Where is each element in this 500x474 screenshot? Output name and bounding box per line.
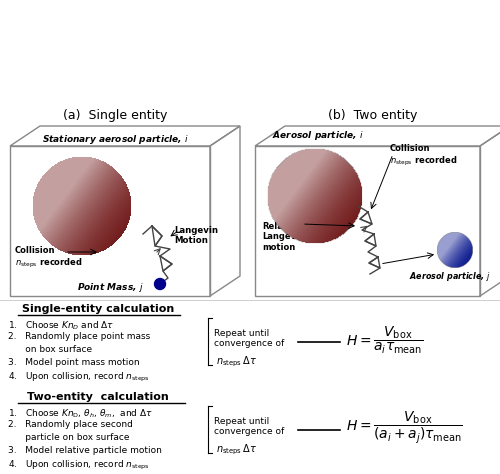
- Text: 1.   Choose $Kn_D$ and $\Delta\tau$: 1. Choose $Kn_D$ and $\Delta\tau$: [8, 319, 114, 331]
- Text: Aerosol particle, $i$: Aerosol particle, $i$: [272, 129, 364, 142]
- Text: Collision
$n_\mathrm{steps}$ recorded: Collision $n_\mathrm{steps}$ recorded: [390, 144, 458, 168]
- Text: $H = \dfrac{V_\mathrm{box}}{(a_i+a_j)\tau_\mathrm{mean}}$: $H = \dfrac{V_\mathrm{box}}{(a_i+a_j)\ta…: [346, 410, 463, 446]
- Text: Single-entity calculation: Single-entity calculation: [22, 304, 174, 314]
- Text: $H = \dfrac{V_\mathrm{box}}{a_i\tau_\mathrm{mean}}$: $H = \dfrac{V_\mathrm{box}}{a_i\tau_\mat…: [346, 324, 424, 356]
- Text: Repeat until
convergence of: Repeat until convergence of: [214, 329, 284, 348]
- Text: $n_\mathrm{steps}\,\Delta\tau$: $n_\mathrm{steps}\,\Delta\tau$: [216, 443, 257, 457]
- Circle shape: [154, 279, 166, 290]
- Text: 2.   Randomly place point mass: 2. Randomly place point mass: [8, 332, 150, 341]
- Text: 4.   Upon collision, record $n_\mathrm{steps}$: 4. Upon collision, record $n_\mathrm{ste…: [8, 459, 150, 472]
- Text: 3.   Model point mass motion: 3. Model point mass motion: [8, 358, 140, 367]
- Text: 4.   Upon collision, record $n_\mathrm{steps}$: 4. Upon collision, record $n_\mathrm{ste…: [8, 371, 150, 384]
- Text: (a)  Single entity: (a) Single entity: [63, 109, 167, 122]
- Text: 2.   Randomly place second: 2. Randomly place second: [8, 420, 133, 429]
- Text: Langevin
Motion: Langevin Motion: [174, 226, 218, 246]
- Text: particle on box surface: particle on box surface: [8, 433, 130, 442]
- Text: Collision
$n_\mathrm{steps}$ recorded: Collision $n_\mathrm{steps}$ recorded: [15, 246, 83, 270]
- Text: Relative
Langevin
motion: Relative Langevin motion: [262, 222, 305, 252]
- Text: Repeat until
convergence of: Repeat until convergence of: [214, 417, 284, 437]
- Text: Aerosol particle, $j$: Aerosol particle, $j$: [409, 270, 491, 283]
- Text: Point Mass, $j$: Point Mass, $j$: [76, 281, 144, 294]
- Text: 1.   Choose $Kn_\mathrm{D}$, $\theta_h$, $\theta_m$,  and $\Delta\tau$: 1. Choose $Kn_\mathrm{D}$, $\theta_h$, $…: [8, 407, 153, 419]
- Text: (b)  Two entity: (b) Two entity: [328, 109, 418, 122]
- Text: Stationary aerosol particle, $i$: Stationary aerosol particle, $i$: [42, 133, 188, 146]
- Text: on box surface: on box surface: [8, 345, 92, 354]
- Text: 3.   Model relative particle motion: 3. Model relative particle motion: [8, 446, 162, 455]
- Text: $n_\mathrm{steps}\,\Delta\tau$: $n_\mathrm{steps}\,\Delta\tau$: [216, 355, 257, 369]
- Text: Two-entity  calculation: Two-entity calculation: [27, 392, 169, 402]
